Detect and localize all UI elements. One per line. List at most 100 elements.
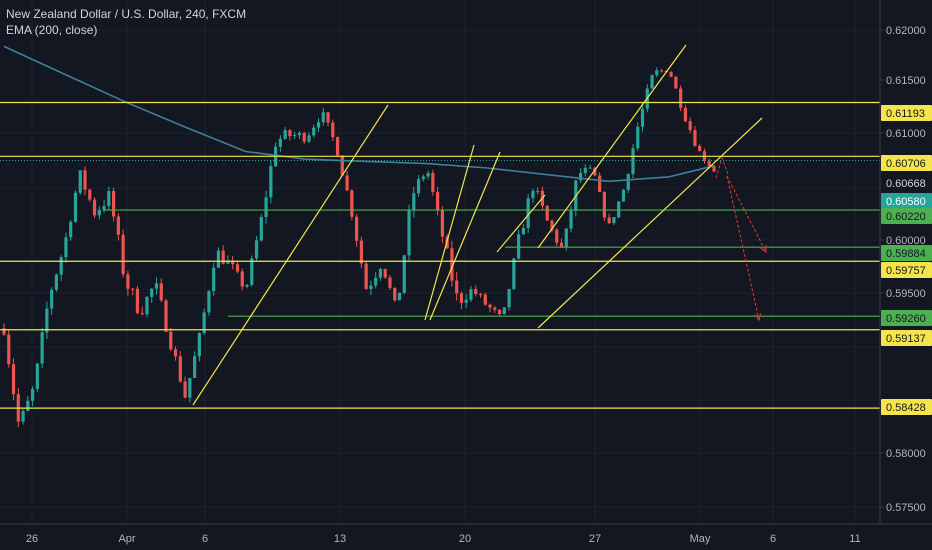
trend-line[interactable] bbox=[429, 151, 501, 321]
price-tag-label: 0.60220 bbox=[886, 211, 926, 223]
price-tag-label: 0.60706 bbox=[886, 158, 926, 170]
candle-body bbox=[221, 250, 225, 264]
candle-body bbox=[335, 137, 340, 156]
candle-body bbox=[264, 197, 268, 218]
candle-body bbox=[431, 172, 435, 192]
candle-body bbox=[631, 148, 635, 174]
candle-body bbox=[183, 381, 187, 398]
time-axis-label: 26 bbox=[26, 533, 38, 545]
candle-body bbox=[145, 296, 149, 315]
candle-body bbox=[569, 210, 573, 229]
candle-body bbox=[126, 274, 130, 289]
time-axis-label: 20 bbox=[459, 533, 471, 545]
candle-body bbox=[378, 268, 383, 278]
candle-body bbox=[316, 122, 321, 128]
candle-body bbox=[359, 240, 363, 264]
trend-line[interactable] bbox=[537, 117, 763, 329]
candle-body bbox=[40, 332, 44, 364]
candle-body bbox=[578, 172, 583, 181]
candle-body bbox=[493, 307, 497, 310]
projection-arrow[interactable] bbox=[715, 156, 729, 179]
candle-body bbox=[550, 220, 554, 230]
candle-body bbox=[402, 255, 406, 293]
candle-body bbox=[116, 216, 120, 235]
candle-body bbox=[64, 237, 68, 258]
candle-body bbox=[640, 108, 645, 127]
price-axis-label: 0.57500 bbox=[886, 502, 926, 514]
candle-body bbox=[688, 121, 692, 131]
candle-body bbox=[2, 328, 6, 335]
candle-body bbox=[450, 248, 454, 281]
candle-body bbox=[69, 221, 73, 238]
candle-body bbox=[245, 284, 249, 287]
candle-body bbox=[30, 388, 35, 401]
candle-body bbox=[297, 133, 302, 136]
candle-body bbox=[340, 155, 344, 176]
candle-body bbox=[397, 292, 402, 301]
candle-body bbox=[455, 280, 459, 294]
candle-body bbox=[250, 258, 254, 285]
candle-body bbox=[331, 122, 335, 138]
candle-body bbox=[488, 304, 492, 308]
candle-body bbox=[655, 70, 659, 76]
candle-body bbox=[440, 209, 444, 237]
candle-body bbox=[131, 288, 135, 290]
candle-body bbox=[283, 130, 287, 139]
price-tag bbox=[881, 330, 932, 346]
price-tag bbox=[881, 399, 932, 415]
candle-body bbox=[374, 277, 378, 286]
candle-body bbox=[83, 170, 87, 190]
candle-body bbox=[212, 267, 216, 292]
trend-line[interactable] bbox=[496, 194, 546, 253]
price-tag-label: 0.59137 bbox=[886, 333, 926, 345]
candle-body bbox=[73, 192, 78, 222]
candle-body bbox=[464, 299, 468, 303]
projection-arrow[interactable] bbox=[726, 175, 767, 253]
candle-body bbox=[607, 217, 611, 224]
candle-body bbox=[679, 88, 683, 108]
candle-body bbox=[531, 190, 535, 199]
time-axis-label: 27 bbox=[589, 533, 601, 545]
candle-body bbox=[536, 190, 540, 192]
candle-body bbox=[216, 250, 221, 268]
price-tag-label: 0.60668 bbox=[886, 178, 926, 190]
candle-body bbox=[321, 112, 325, 123]
time-axis-background bbox=[0, 524, 932, 550]
candle-body bbox=[197, 333, 201, 357]
candle-body bbox=[369, 285, 373, 290]
candle-body bbox=[412, 193, 416, 211]
candle-body bbox=[393, 287, 397, 301]
price-tag-label: 0.59757 bbox=[886, 265, 926, 277]
candle-body bbox=[173, 349, 178, 357]
arrowhead-icon bbox=[754, 313, 762, 322]
price-tag-label: 0.61193 bbox=[886, 108, 925, 120]
candle-body bbox=[193, 356, 197, 378]
projection-arrow[interactable] bbox=[726, 175, 760, 321]
candle-body bbox=[588, 167, 592, 169]
candle-body bbox=[88, 189, 92, 200]
candle-body bbox=[559, 242, 564, 247]
candle-body bbox=[178, 356, 182, 382]
candle-body bbox=[583, 167, 587, 173]
trend-line[interactable] bbox=[537, 44, 687, 249]
price-axis-label: 0.61500 bbox=[886, 75, 926, 87]
candle-body bbox=[621, 189, 626, 202]
arrowhead-icon bbox=[760, 244, 767, 253]
candle-body bbox=[235, 264, 240, 272]
candle-body bbox=[507, 289, 511, 308]
ema-indicator-label: EMA (200, close) bbox=[6, 23, 98, 37]
candle-body bbox=[35, 363, 39, 389]
candle-body bbox=[517, 234, 521, 259]
candle-body bbox=[302, 133, 306, 142]
trend-line[interactable] bbox=[192, 104, 389, 406]
price-axis-label: 0.61000 bbox=[886, 128, 926, 140]
candle-body bbox=[7, 334, 11, 365]
candle-body bbox=[293, 135, 297, 137]
candle-body bbox=[226, 260, 230, 264]
trend-line[interactable] bbox=[424, 144, 475, 321]
time-axis-label: 6 bbox=[202, 533, 208, 545]
candle-body bbox=[521, 228, 525, 235]
